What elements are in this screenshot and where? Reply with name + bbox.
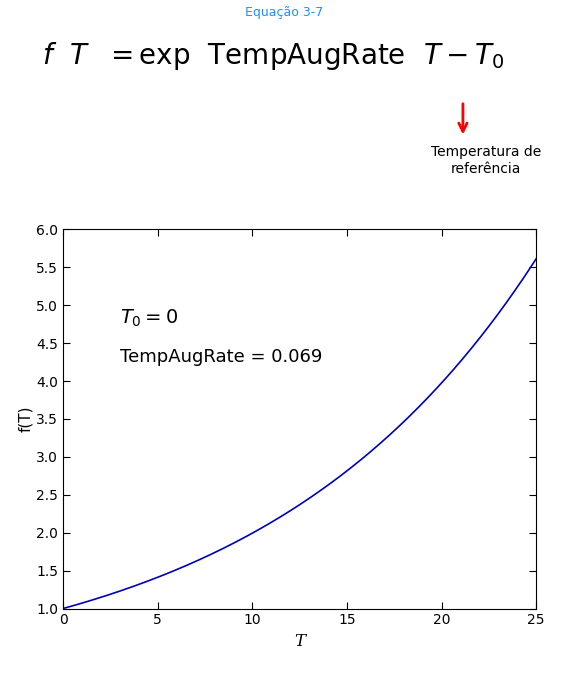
- Text: TempAugRate = 0.069: TempAugRate = 0.069: [120, 348, 322, 366]
- X-axis label: T: T: [294, 633, 305, 650]
- Y-axis label: f(T): f(T): [18, 406, 34, 432]
- Text: Temperatura de
referência: Temperatura de referência: [431, 145, 541, 176]
- Text: $T_0 = 0$: $T_0 = 0$: [120, 308, 178, 330]
- Text: $f\ \ T\ \ =\mathrm{exp}\ \ \mathrm{TempAugRate}\ \ T-T_0$: $f\ \ T\ \ =\mathrm{exp}\ \ \mathrm{Temp…: [41, 40, 504, 73]
- Text: Equação 3-7: Equação 3-7: [245, 6, 323, 19]
